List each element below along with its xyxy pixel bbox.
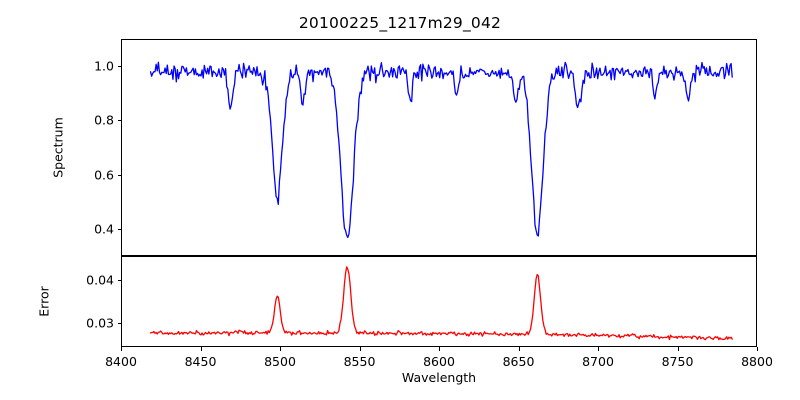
- chart-title: 20100225_1217m29_042: [298, 14, 502, 32]
- error-x-tick-mark: [359, 347, 361, 351]
- x-tick-label: 8700: [582, 354, 614, 369]
- error-x-tick-mark: [598, 347, 600, 351]
- error-x-tick-mark: [121, 347, 123, 351]
- error-y-tick-label: 0.04: [86, 272, 114, 288]
- x-tick-label: 8750: [661, 354, 694, 369]
- x-tick-label: 8450: [184, 354, 217, 369]
- error-y-tick-mark: [117, 279, 121, 281]
- x-tick-label: 8600: [423, 354, 455, 369]
- error-y-tick-label: 0.03: [86, 315, 114, 331]
- error-plot-area: [121, 256, 757, 347]
- error-x-tick-mark: [200, 347, 202, 351]
- spectrum-y-tick-label: 0.4: [94, 221, 114, 237]
- x-tick-label: 8550: [343, 354, 376, 369]
- spectrum-y-tick-label: 0.8: [94, 112, 114, 128]
- error-x-tick-mark: [439, 347, 441, 351]
- x-axis-label: Wavelength: [401, 370, 477, 385]
- x-tick-label: 8400: [105, 354, 137, 369]
- x-tick-label: 8500: [264, 354, 296, 369]
- spectrum-series: [149, 61, 733, 239]
- spectrum-y-tick-label: 1.0: [94, 58, 114, 74]
- spectrum-y-tick-mark: [117, 120, 121, 122]
- spectrum-y-tick-label: 0.6: [94, 167, 114, 183]
- spectrum-y-tick-mark: [117, 174, 121, 176]
- x-tick-label: 8800: [741, 354, 773, 369]
- spectrum-y-tick-mark: [117, 228, 121, 230]
- x-tick-label: 8650: [502, 354, 535, 369]
- error-y-axis-label: Error: [36, 286, 52, 317]
- error-x-tick-mark: [518, 347, 520, 351]
- error-x-tick-mark: [677, 347, 679, 351]
- spectrum-y-axis-label: Spectrum: [50, 117, 66, 178]
- error-series: [149, 266, 733, 341]
- spectrum-y-tick-mark: [117, 66, 121, 68]
- error-y-tick-mark: [117, 323, 121, 325]
- error-x-tick-mark: [757, 347, 759, 351]
- error-x-tick-mark: [280, 347, 282, 351]
- spectrum-plot-area: [121, 39, 757, 256]
